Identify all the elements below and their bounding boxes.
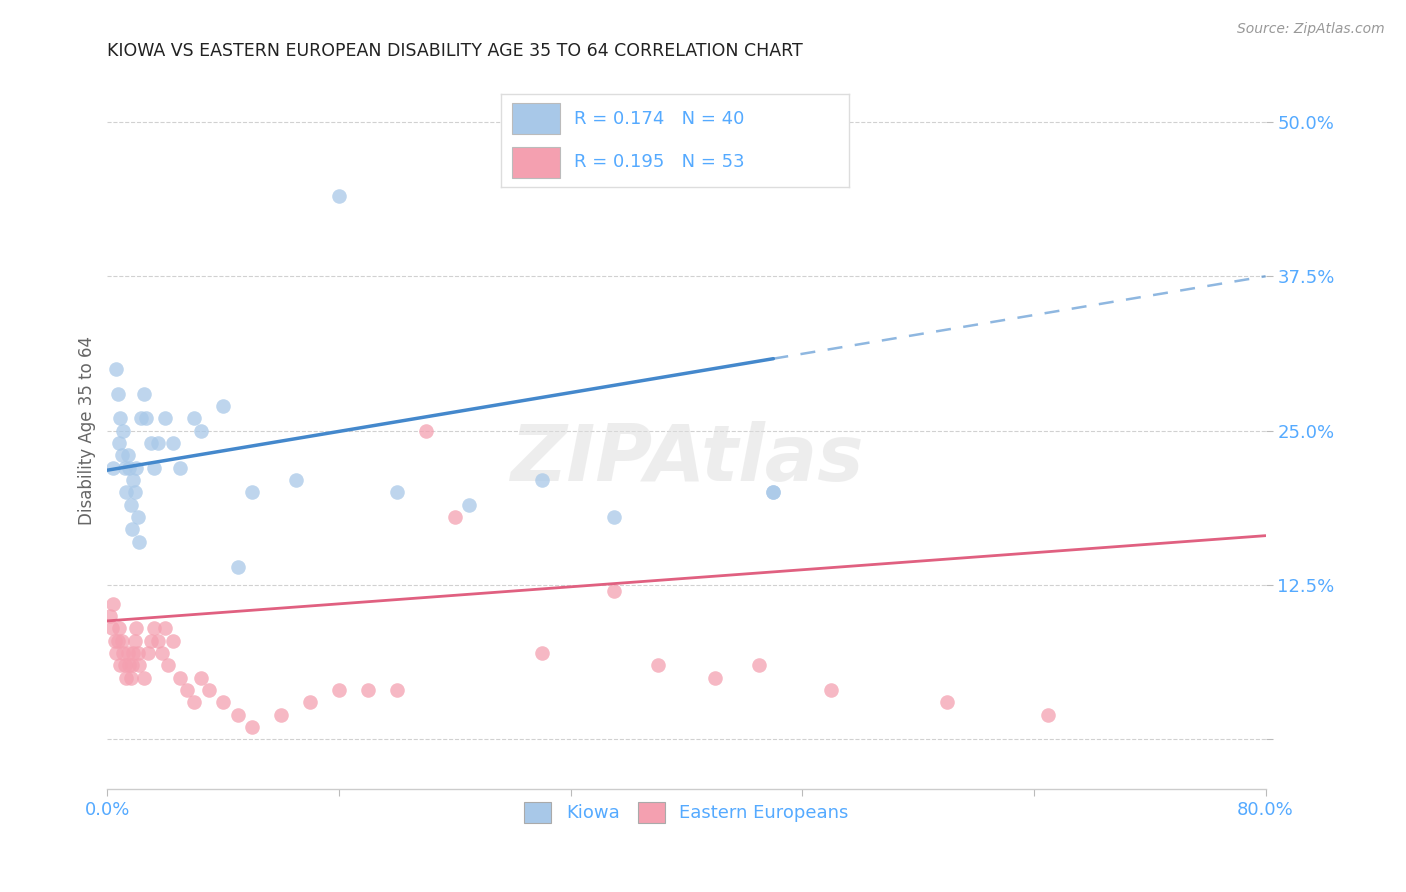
Text: ZIPAtlas: ZIPAtlas bbox=[510, 421, 863, 498]
Point bbox=[110, 658, 132, 673]
Point bbox=[112, 646, 135, 660]
Point bbox=[169, 460, 191, 475]
Point bbox=[110, 411, 132, 425]
Point bbox=[111, 633, 134, 648]
Point bbox=[603, 584, 626, 599]
Point bbox=[385, 683, 408, 698]
Point bbox=[136, 646, 159, 660]
Y-axis label: Disability Age 35 to 64: Disability Age 35 to 64 bbox=[79, 336, 96, 525]
Point bbox=[112, 424, 135, 438]
Point bbox=[152, 646, 174, 660]
Point bbox=[146, 436, 169, 450]
Point bbox=[122, 473, 145, 487]
Point bbox=[183, 695, 205, 709]
Point bbox=[105, 646, 128, 660]
Point bbox=[270, 707, 292, 722]
Text: Source: ZipAtlas.com: Source: ZipAtlas.com bbox=[1237, 22, 1385, 37]
Point bbox=[125, 460, 148, 475]
Point bbox=[114, 460, 136, 475]
Point bbox=[98, 609, 121, 624]
Point bbox=[139, 436, 162, 450]
Point bbox=[1038, 707, 1060, 722]
Text: KIOWA VS EASTERN EUROPEAN DISABILITY AGE 35 TO 64 CORRELATION CHART: KIOWA VS EASTERN EUROPEAN DISABILITY AGE… bbox=[107, 42, 803, 60]
Point bbox=[111, 448, 134, 462]
Point bbox=[121, 658, 143, 673]
Legend: Kiowa, Eastern Europeans: Kiowa, Eastern Europeans bbox=[517, 795, 856, 830]
Point bbox=[530, 473, 553, 487]
Point bbox=[117, 448, 139, 462]
Point bbox=[647, 658, 669, 673]
Point bbox=[603, 510, 626, 524]
Point bbox=[704, 671, 727, 685]
Point bbox=[128, 534, 150, 549]
Point bbox=[146, 633, 169, 648]
Point bbox=[132, 671, 155, 685]
Point bbox=[212, 695, 235, 709]
Point bbox=[115, 485, 138, 500]
Point bbox=[284, 473, 307, 487]
Point bbox=[155, 621, 177, 635]
Point bbox=[762, 485, 785, 500]
Point bbox=[936, 695, 959, 709]
Point bbox=[385, 485, 408, 500]
Point bbox=[127, 510, 149, 524]
Point bbox=[107, 386, 129, 401]
Point bbox=[122, 646, 145, 660]
Point bbox=[124, 485, 146, 500]
Point bbox=[129, 411, 152, 425]
Point bbox=[142, 460, 165, 475]
Point bbox=[530, 646, 553, 660]
Point bbox=[115, 671, 138, 685]
Point bbox=[226, 707, 249, 722]
Point bbox=[155, 411, 177, 425]
Point bbox=[458, 498, 481, 512]
Point bbox=[328, 189, 350, 203]
Point bbox=[108, 621, 131, 635]
Point bbox=[357, 683, 380, 698]
Point bbox=[762, 485, 785, 500]
Point bbox=[104, 633, 127, 648]
Point bbox=[299, 695, 322, 709]
Point bbox=[176, 683, 198, 698]
Point bbox=[100, 621, 122, 635]
Point bbox=[120, 498, 142, 512]
Point bbox=[820, 683, 842, 698]
Point bbox=[114, 658, 136, 673]
Point bbox=[124, 633, 146, 648]
Point bbox=[190, 671, 212, 685]
Point bbox=[121, 523, 143, 537]
Point bbox=[443, 510, 465, 524]
Point bbox=[127, 646, 149, 660]
Point bbox=[162, 436, 184, 450]
Point bbox=[190, 424, 212, 438]
Point bbox=[101, 597, 124, 611]
Point bbox=[139, 633, 162, 648]
Point bbox=[157, 658, 180, 673]
Point bbox=[162, 633, 184, 648]
Point bbox=[105, 362, 128, 376]
Point bbox=[183, 411, 205, 425]
Point bbox=[240, 720, 263, 734]
Point bbox=[328, 683, 350, 698]
Point bbox=[197, 683, 219, 698]
Point bbox=[135, 411, 157, 425]
Point bbox=[415, 424, 437, 438]
Point bbox=[125, 621, 148, 635]
Point bbox=[169, 671, 191, 685]
Point bbox=[108, 436, 131, 450]
Point bbox=[240, 485, 263, 500]
Point bbox=[212, 399, 235, 413]
Point bbox=[748, 658, 770, 673]
Point bbox=[118, 460, 141, 475]
Point bbox=[118, 658, 141, 673]
Point bbox=[107, 633, 129, 648]
Point bbox=[132, 386, 155, 401]
Point bbox=[128, 658, 150, 673]
Point bbox=[226, 559, 249, 574]
Point bbox=[117, 646, 139, 660]
Point bbox=[101, 460, 124, 475]
Point bbox=[142, 621, 165, 635]
Point bbox=[120, 671, 142, 685]
